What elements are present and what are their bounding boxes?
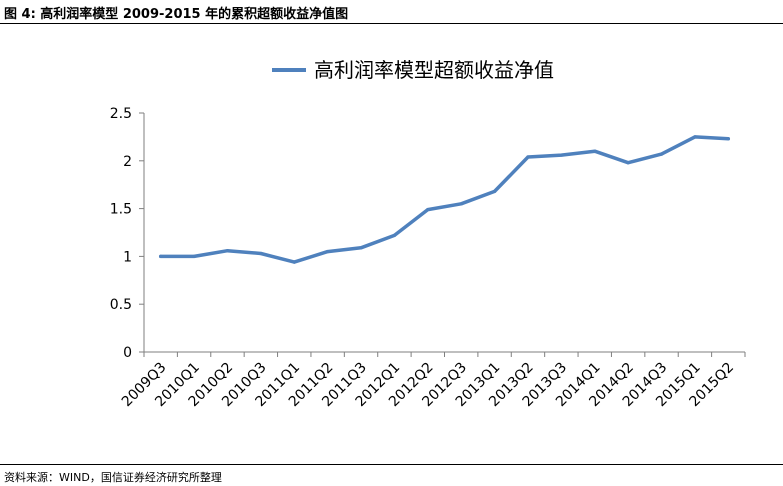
- data-point: [659, 152, 664, 156]
- data-point: [192, 254, 196, 258]
- series-line: [158, 135, 731, 264]
- y-tick-label: 1.5: [110, 202, 132, 218]
- data-point: [359, 246, 363, 250]
- source-note: 资料来源：WIND，国信证券经济研究所整理: [4, 471, 222, 484]
- data-point: [459, 202, 463, 206]
- legend-label: 高利润率模型超额收益净值: [314, 58, 554, 82]
- data-point: [492, 189, 497, 193]
- data-point: [726, 137, 730, 141]
- line-chart: 高利润率模型超额收益净值 0 0.5 1 1.5 2 2.5 2009Q32010Q120…: [110, 58, 746, 410]
- data-point: [526, 155, 530, 159]
- data-point: [593, 149, 597, 153]
- data-point: [392, 233, 397, 237]
- data-point: [326, 250, 330, 254]
- figure-title: 图 4: 高利润率模型 2009-2015 年的累积超额收益净值图: [4, 7, 349, 22]
- data-point: [559, 153, 563, 157]
- data-point: [225, 249, 230, 253]
- data-point: [426, 207, 430, 212]
- data-point: [259, 251, 263, 256]
- x-axis: 2009Q32010Q12010Q22010Q32011Q12011Q22011…: [119, 351, 746, 410]
- chart-legend: 高利润率模型超额收益净值: [272, 58, 554, 82]
- y-tick-label: 2.5: [110, 106, 132, 122]
- y-tick-label: 0.5: [110, 297, 132, 313]
- figure-footer: 资料来源：WIND，国信证券经济研究所整理: [0, 464, 783, 486]
- series-group: [158, 135, 731, 264]
- data-point: [693, 135, 697, 139]
- y-tick-label: 1: [123, 249, 132, 265]
- y-tick-label: 0: [123, 345, 132, 361]
- data-point: [159, 254, 163, 258]
- data-point: [292, 260, 296, 264]
- y-tick-label: 2: [123, 154, 132, 170]
- data-point: [626, 161, 630, 165]
- y-axis: 0 0.5 1 1.5 2 2.5: [110, 106, 145, 361]
- figure-header: 图 4: 高利润率模型 2009-2015 年的累积超额收益净值图: [0, 0, 783, 24]
